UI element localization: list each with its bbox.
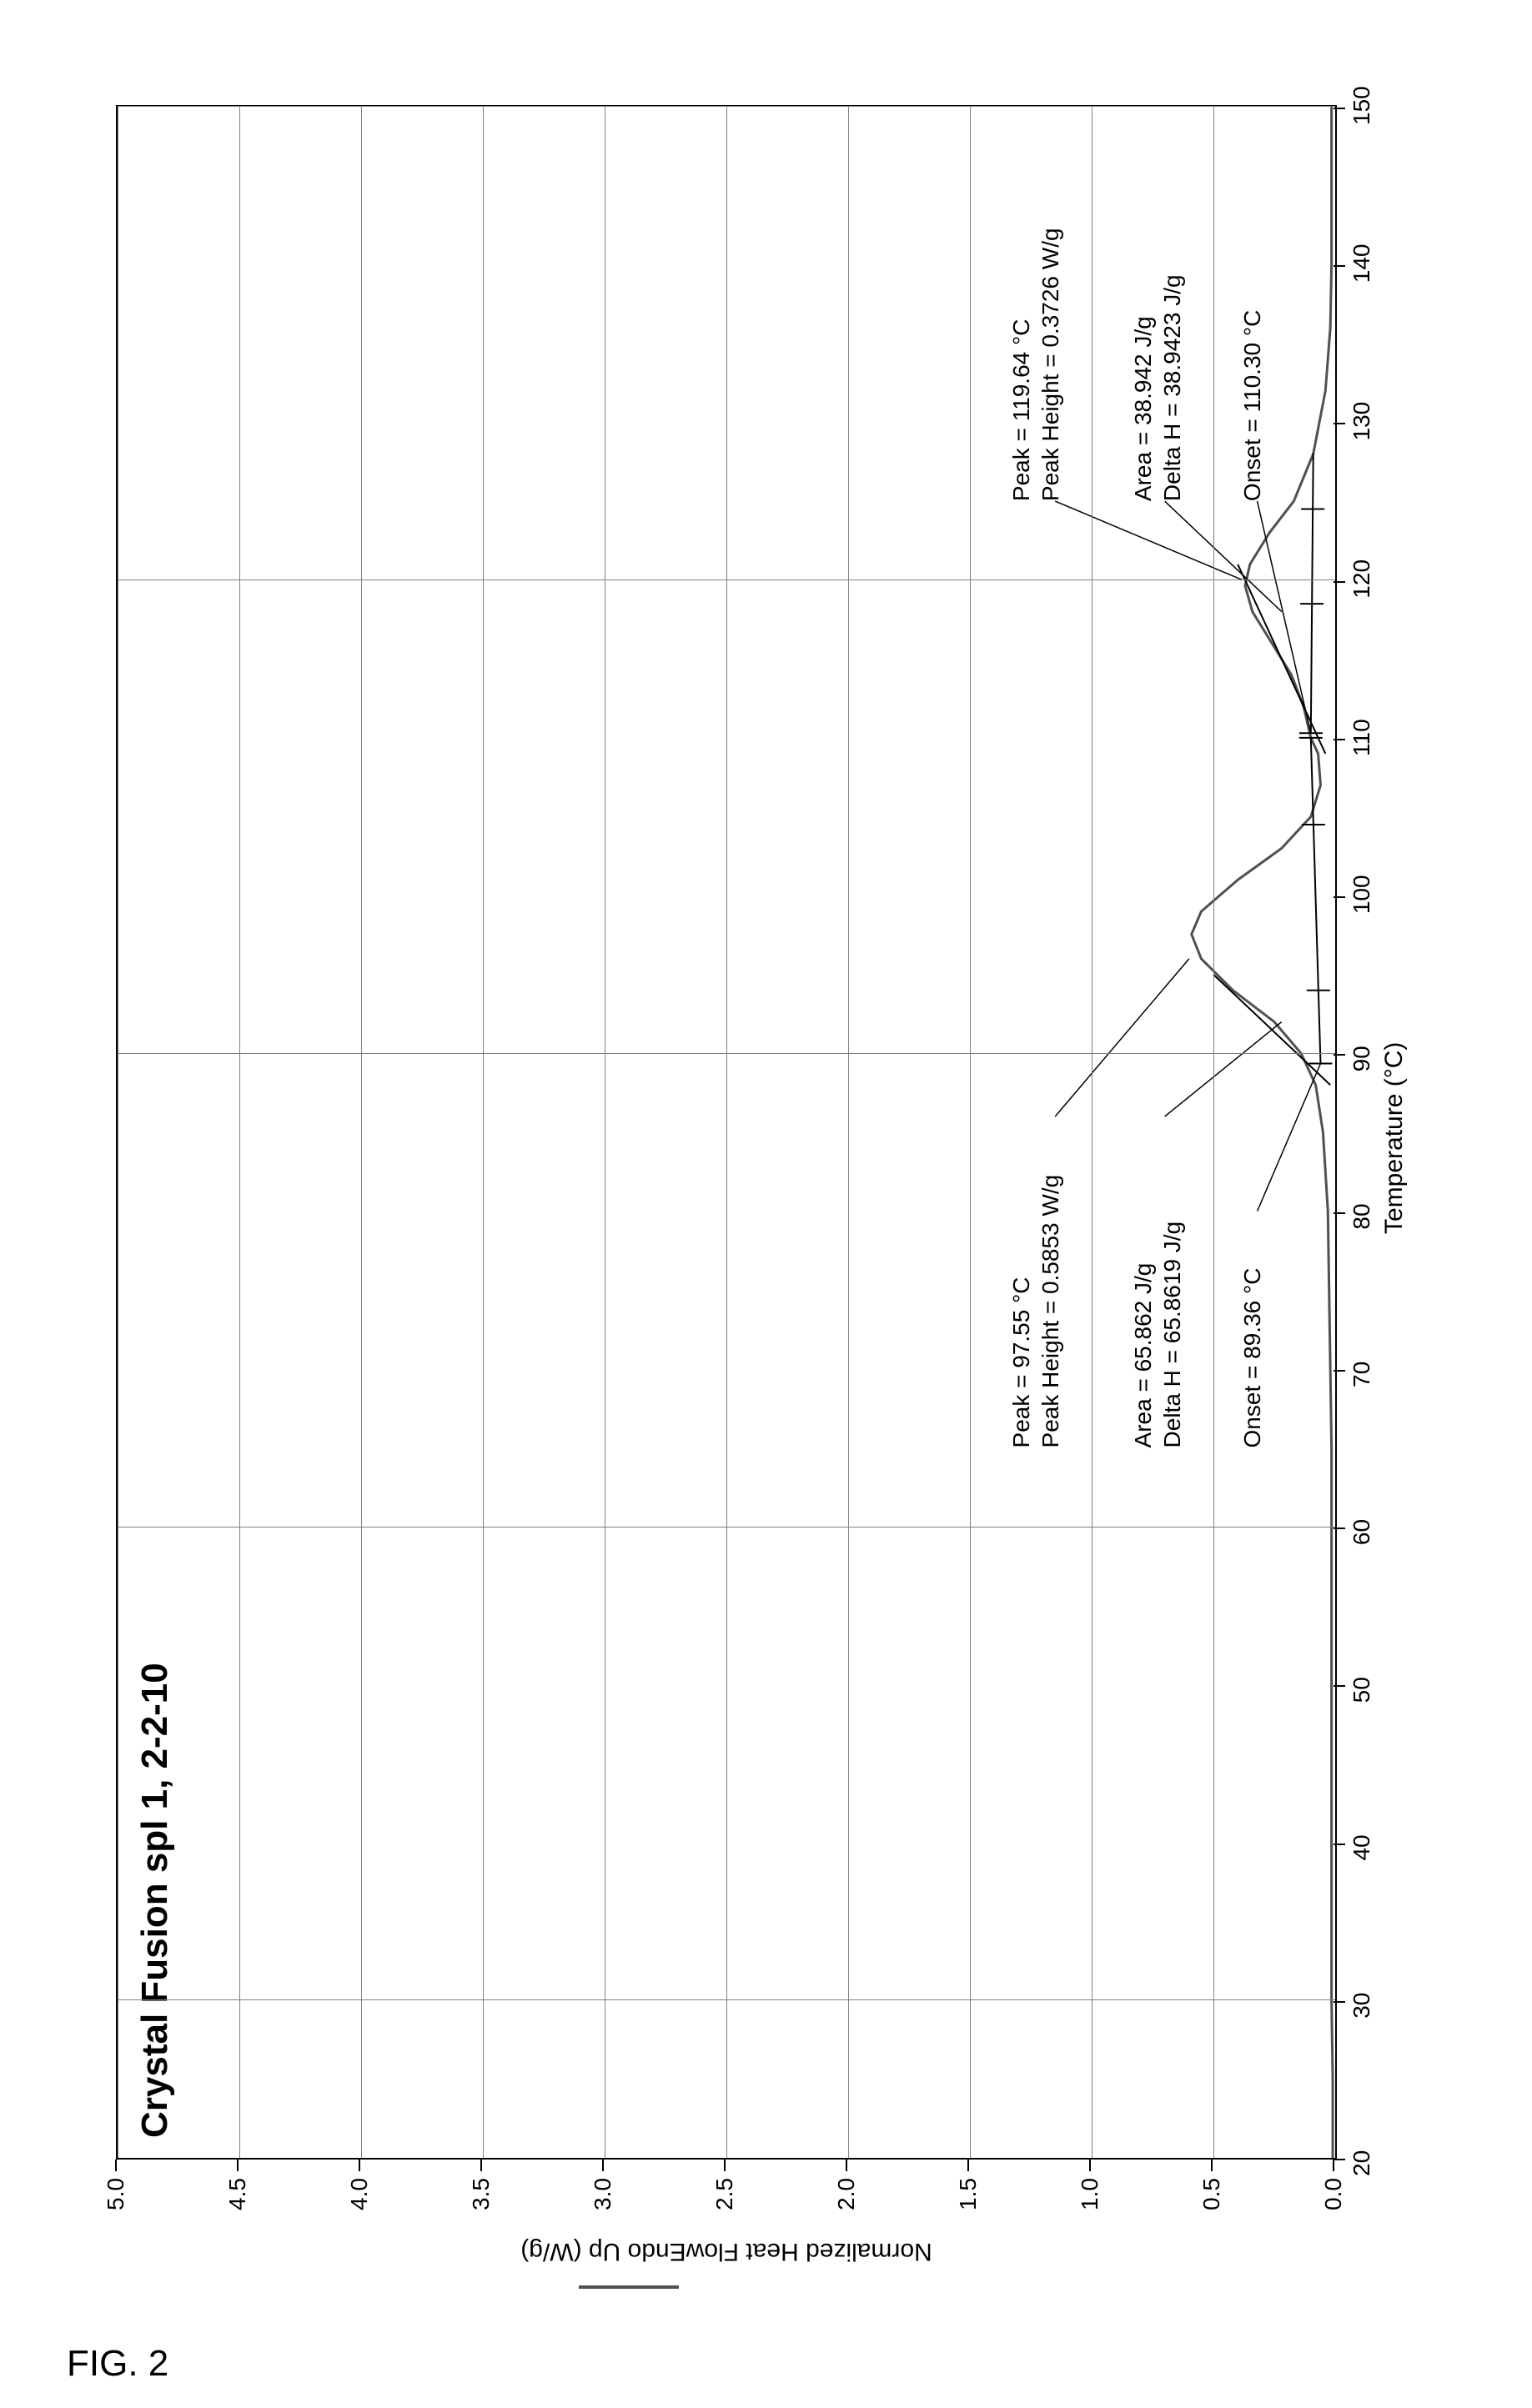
gridline-h	[604, 107, 605, 2158]
x-tick-label: 150	[1349, 86, 1375, 125]
x-tick	[1334, 1844, 1345, 1845]
x-tick	[1334, 1528, 1345, 1529]
gridline-h	[847, 107, 848, 2158]
annotation-peak1_b: Area = 65.862 J/gDelta H = 65.8619 J/g	[1128, 1222, 1186, 1448]
x-tick	[1334, 1054, 1345, 1056]
x-tick	[1334, 2159, 1345, 2160]
x-tick-label: 50	[1349, 1677, 1375, 1703]
annotation-peak1_c: Onset = 89.36 °C	[1238, 1268, 1267, 1448]
x-tick	[1334, 739, 1345, 740]
x-tick-label: 140	[1349, 244, 1375, 283]
y-tick	[359, 2160, 360, 2171]
y-tick-label: 2.5	[711, 2178, 738, 2210]
annotation-peak1_a: Peak = 97.55 °CPeak Height = 0.5853 W/g	[1006, 1175, 1064, 1448]
x-tick-label: 20	[1349, 2150, 1375, 2176]
annotation-peak2_b: Area = 38.942 J/gDelta H = 38.9423 J/g	[1128, 274, 1186, 501]
y-tick	[846, 2160, 847, 2171]
y-tick-label: 5.0	[103, 2178, 129, 2210]
y-axis-label: Normalized Heat FlowEndo Up (W/g)	[518, 2237, 935, 2265]
y-tick	[967, 2160, 969, 2171]
figure-caption: FIG. 2	[67, 2343, 168, 2385]
y-tick-label: 3.5	[468, 2178, 495, 2210]
y-tick-label: 0.0	[1320, 2178, 1347, 2210]
x-tick-label: 40	[1349, 1834, 1375, 1860]
page-root: Crystal Fusion spl 1, 2-2-10 Peak = 97.5…	[0, 0, 1532, 2408]
x-tick	[1334, 896, 1345, 898]
x-axis-label: Temperature (°C)	[1380, 1042, 1409, 1234]
y-tick	[480, 2160, 482, 2171]
legend-line-sample	[578, 2285, 678, 2289]
y-tick-label: 0.5	[1198, 2178, 1225, 2210]
x-tick-label: 130	[1349, 402, 1375, 441]
y-tick-label: 1.5	[955, 2178, 982, 2210]
y-tick	[1333, 2160, 1334, 2171]
x-tick	[1334, 1685, 1345, 1687]
gridline-h	[482, 107, 483, 2158]
x-tick	[1334, 1212, 1345, 1214]
y-tick	[1211, 2160, 1213, 2171]
x-tick	[1334, 581, 1345, 583]
plot-area: Crystal Fusion spl 1, 2-2-10 Peak = 97.5…	[116, 105, 1337, 2160]
y-tick-label: 1.0	[1077, 2178, 1103, 2210]
y-tick-label: 3.0	[590, 2178, 616, 2210]
gridline-h	[117, 107, 118, 2158]
y-tick	[602, 2160, 604, 2171]
x-tick-label: 110	[1349, 719, 1375, 756]
x-tick	[1334, 108, 1345, 109]
x-tick	[1334, 423, 1345, 424]
x-tick-label: 30	[1349, 1993, 1375, 2019]
x-tick	[1334, 265, 1345, 267]
y-tick	[1089, 2160, 1091, 2171]
dsc-chart: Crystal Fusion spl 1, 2-2-10 Peak = 97.5…	[66, 50, 1467, 2318]
x-tick-label: 80	[1349, 1203, 1375, 1229]
annotation-peak2_a: Peak = 119.64 °CPeak Height = 0.3726 W/g	[1006, 228, 1064, 501]
x-tick-label: 100	[1349, 875, 1375, 914]
gridline-h	[969, 107, 970, 2158]
chart-frame: Crystal Fusion spl 1, 2-2-10 Peak = 97.5…	[66, 50, 1467, 2318]
x-tick-label: 70	[1349, 1362, 1375, 1387]
x-tick-label: 90	[1349, 1046, 1375, 1071]
y-tick-label: 4.0	[346, 2178, 373, 2210]
y-tick	[115, 2160, 117, 2171]
y-tick-label: 2.0	[833, 2178, 860, 2210]
x-tick	[1334, 1370, 1345, 1372]
y-tick-label: 4.5	[224, 2178, 251, 2210]
gridline-h	[360, 107, 361, 2158]
gridline-h	[1091, 107, 1092, 2158]
x-tick-label: 120	[1349, 559, 1375, 599]
annotation-peak2_c: Onset = 110.30 °C	[1238, 310, 1267, 501]
y-tick	[724, 2160, 726, 2171]
x-tick	[1334, 2001, 1345, 2003]
x-tick-label: 60	[1349, 1519, 1375, 1545]
y-tick	[237, 2160, 239, 2171]
